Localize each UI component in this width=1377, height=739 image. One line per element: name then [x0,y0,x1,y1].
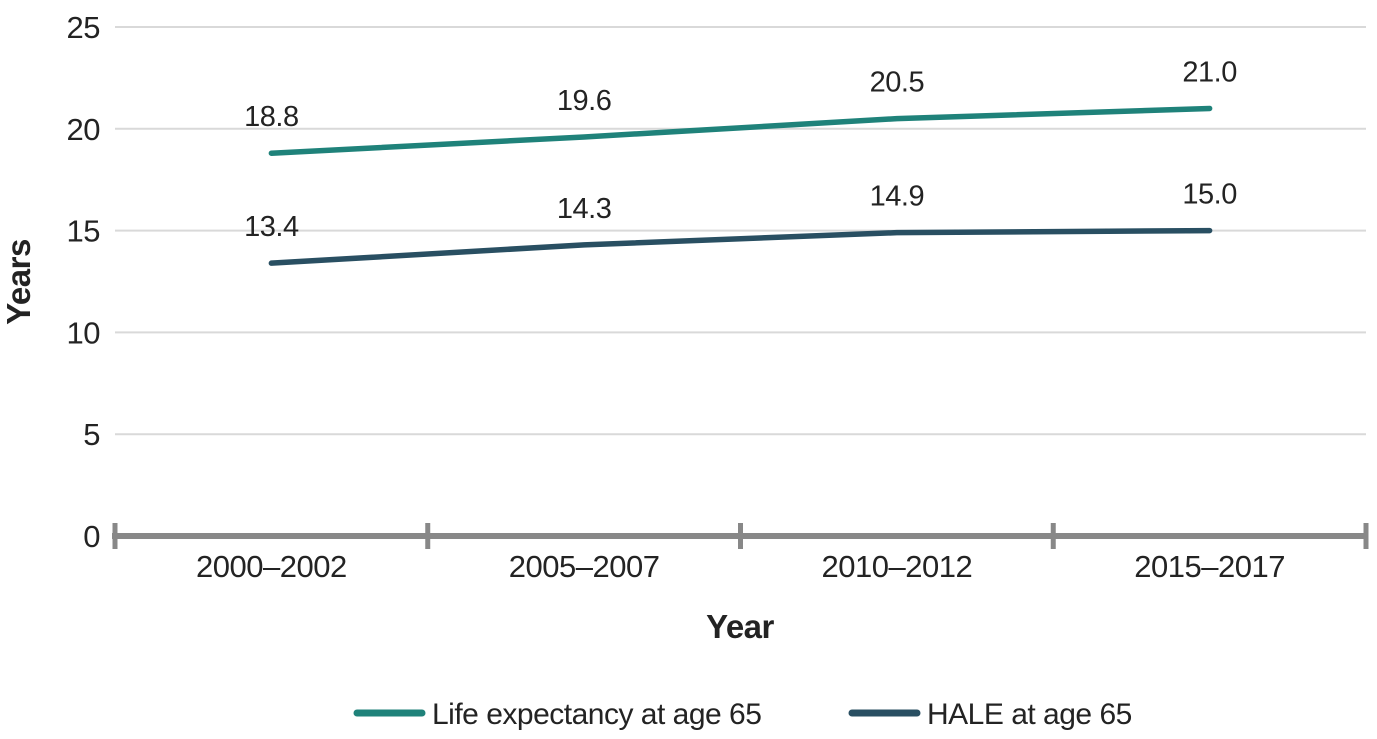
y-tick-label-10: 10 [67,315,101,350]
legend-label-hale-at-age-65: HALE at age 65 [927,698,1132,731]
x-axis [112,523,1369,549]
data-label-life-expectancy-at-age-65-2010-2012: 20.5 [870,67,924,99]
data-label-life-expectancy-at-age-65-2005-2007: 19.6 [557,85,611,117]
y-tick-label-20: 20 [67,112,101,147]
y-axis-tick-labels: 0 5 10 15 20 25 [67,10,101,554]
data-labels: 18.8 19.6 20.5 21.0 13.4 14.3 14.9 15.0 [244,56,1237,243]
data-label-hale-at-age-65-2005-2007: 14.3 [557,193,611,225]
data-label-hale-at-age-65-2010-2012: 14.9 [870,181,924,213]
x-axis-tick-labels: 2000–2002 2005–2007 2010–2012 2015–2017 [196,549,1285,584]
series-line-hale-at-age-65 [268,227,1213,266]
y-tick-label-0: 0 [83,519,100,554]
series-line-life-expectancy-at-age-65 [268,105,1213,156]
x-tick-label-2010-2012: 2010–2012 [822,549,973,584]
data-label-hale-at-age-65-2000-2002: 13.4 [244,211,299,243]
legend: Life expectancy at age 65 HALE at age 65 [353,698,1132,731]
series-lines [268,105,1213,266]
y-tick-label-25: 25 [67,10,100,45]
x-axis-title: Year [706,608,774,645]
y-axis-title: Years [0,239,37,325]
x-tick-label-2005-2007: 2005–2007 [509,549,660,584]
x-tick-label-2000-2002: 2000–2002 [196,549,347,584]
data-label-life-expectancy-at-age-65-2000-2002: 18.8 [244,101,298,133]
y-tick-label-5: 5 [83,417,100,452]
x-tick-label-2015-2017: 2015–2017 [1134,549,1285,584]
gridlines [115,26,1366,436]
legend-label-life-expectancy-at-age-65: Life expectancy at age 65 [432,698,761,731]
y-tick-label-15: 15 [67,214,100,249]
data-label-life-expectancy-at-age-65-2015-2017: 21.0 [1182,56,1236,88]
data-label-hale-at-age-65-2015-2017: 15.0 [1182,179,1236,211]
